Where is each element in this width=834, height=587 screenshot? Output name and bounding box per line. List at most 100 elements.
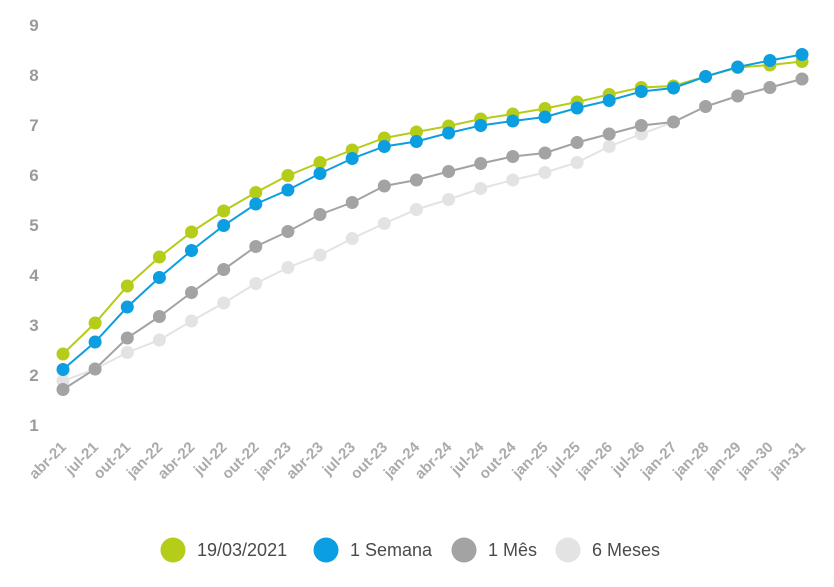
data-point: [634, 85, 648, 98]
data-point: [570, 101, 584, 115]
data-point: [120, 279, 134, 293]
data-point: [538, 110, 552, 124]
legend-label: 6 Meses: [592, 540, 660, 560]
data-point: [88, 335, 102, 349]
data-point: [474, 182, 488, 195]
data-point: [185, 286, 198, 299]
x-tick-label: jan-31: [765, 439, 808, 482]
data-point: [120, 346, 134, 359]
data-point: [120, 300, 134, 314]
x-tick-label: jan-27: [637, 439, 680, 482]
x-tick-label: jan-30: [733, 439, 776, 482]
data-point: [795, 48, 809, 61]
legend: 19/03/2021 1 Semana 1 Mês 6 Meses: [160, 537, 660, 563]
data-point: [731, 89, 745, 103]
data-point: [249, 186, 263, 199]
x-tick-label: abr-21: [26, 439, 70, 483]
data-point: [442, 193, 456, 206]
data-point: [442, 126, 456, 140]
y-tick-label: 6: [29, 166, 38, 185]
y-tick-label: 7: [29, 116, 38, 135]
data-point: [217, 219, 231, 232]
data-point: [249, 197, 263, 211]
data-point: [313, 208, 327, 221]
data-point: [667, 81, 680, 95]
data-point: [634, 119, 648, 132]
y-tick-label: 9: [29, 16, 38, 35]
data-point: [249, 240, 263, 253]
data-point: [409, 125, 423, 139]
series-line: [62, 53, 803, 371]
data-point: [217, 204, 231, 218]
data-point: [506, 114, 520, 128]
y-tick-label: 1: [29, 416, 38, 435]
data-point: [602, 127, 616, 141]
x-tick-label: abr-22: [154, 439, 198, 483]
data-point: [185, 314, 198, 328]
data-point: [313, 167, 327, 180]
data-point: [152, 310, 166, 323]
x-tick-label: jan-29: [701, 439, 744, 482]
data-point: [281, 169, 295, 182]
data-point: [570, 156, 584, 169]
legend-marker: [313, 537, 339, 563]
data-point: [409, 173, 423, 187]
data-point: [570, 136, 584, 149]
data-point: [185, 225, 198, 239]
data-point: [377, 179, 391, 193]
legend-label: 19/03/2021: [197, 540, 287, 560]
data-point: [538, 166, 552, 179]
y-tick-label: 8: [29, 66, 38, 85]
data-point: [474, 119, 488, 132]
data-point: [120, 331, 134, 345]
data-point: [409, 135, 423, 148]
data-point: [281, 225, 295, 238]
data-point: [281, 183, 295, 197]
data-point: [602, 140, 616, 153]
legend-marker: [555, 537, 581, 563]
legend-label: 1 Semana: [350, 540, 433, 560]
data-point: [313, 248, 327, 262]
legend-label: 1 Mês: [488, 540, 537, 560]
series-lines: [62, 53, 803, 391]
x-tick-label: out-21: [90, 439, 134, 483]
x-tick-label: out-23: [347, 439, 391, 483]
data-point: [313, 156, 327, 169]
x-tick-label: jan-28: [669, 439, 712, 482]
x-tick-label: jan-25: [508, 439, 551, 482]
data-point: [185, 244, 198, 257]
data-point: [667, 115, 680, 129]
data-point: [56, 347, 70, 361]
series-line: [62, 60, 803, 355]
data-point: [345, 196, 359, 209]
legend-marker: [160, 537, 186, 563]
data-point: [377, 217, 391, 230]
data-point: [409, 203, 423, 216]
y-tick-label: 2: [29, 366, 38, 385]
data-point: [152, 250, 166, 264]
data-point: [217, 263, 231, 276]
y-tick-label: 3: [29, 316, 38, 335]
y-axis: 1 2 3 4 5 6 7 8 9: [29, 16, 39, 435]
series-points: [56, 48, 809, 396]
x-axis: abr-21jul-21out-21jan-22abr-22jul-22out-…: [26, 438, 809, 482]
data-point: [795, 72, 809, 86]
data-point: [699, 100, 713, 113]
data-point: [56, 383, 70, 396]
data-point: [538, 146, 552, 160]
data-point: [699, 70, 713, 83]
series-line: [62, 78, 803, 391]
data-point: [763, 81, 777, 94]
data-point: [506, 173, 520, 187]
x-tick-label: out-22: [219, 439, 263, 483]
data-point: [602, 94, 616, 107]
data-point: [281, 261, 295, 274]
data-point: [152, 271, 166, 284]
data-point: [345, 152, 359, 165]
data-point: [377, 140, 391, 153]
data-point: [474, 157, 488, 170]
series-line: [62, 78, 803, 382]
data-point: [217, 296, 231, 310]
data-point: [88, 316, 102, 330]
